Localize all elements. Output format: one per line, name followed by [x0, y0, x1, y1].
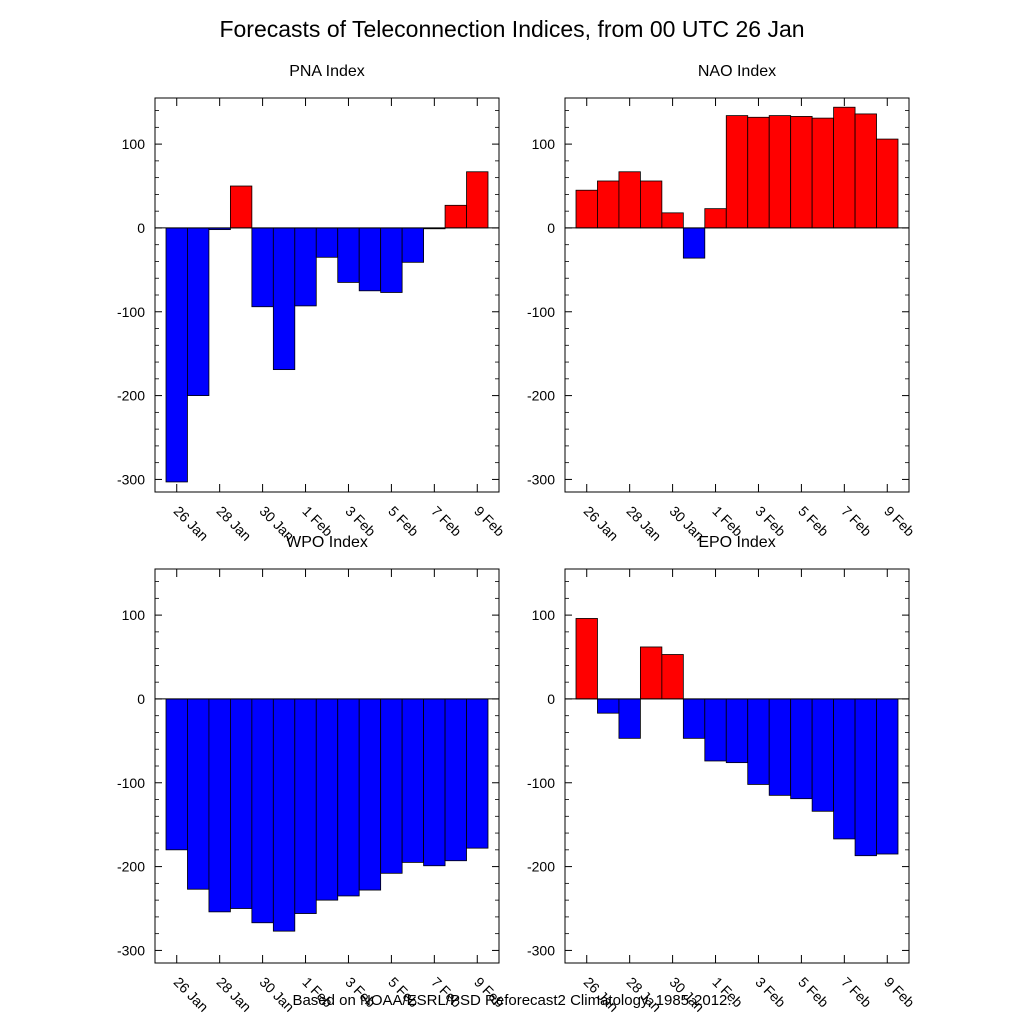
y-tick-label: -300 — [117, 942, 145, 958]
bar-5-feb — [380, 227, 403, 293]
bar-28-jan — [618, 698, 641, 739]
y-tick-label: 100 — [532, 607, 556, 623]
y-tick-label: 0 — [547, 691, 555, 707]
y-tick-label: -300 — [117, 471, 145, 487]
bar-7-feb — [833, 106, 856, 229]
bar-4-feb — [768, 115, 792, 229]
bar-1-feb — [704, 698, 727, 762]
bar-7-feb — [833, 698, 856, 840]
bar-4-feb — [358, 698, 382, 891]
bar-28-jan — [618, 171, 641, 229]
bar-1-feb — [294, 227, 317, 307]
bar-26-jan — [575, 189, 598, 229]
footnote: Based on NOAA/ESRL/PSD Reforecast2 Clima… — [292, 992, 732, 1009]
bar-2-feb — [725, 115, 749, 229]
bar-2-feb — [315, 698, 339, 901]
bar-1-feb — [704, 208, 727, 229]
y-tick-label: 0 — [137, 220, 145, 236]
bar-2-feb — [725, 698, 749, 764]
bar-6-feb — [811, 698, 834, 812]
bar-3-feb — [747, 698, 770, 785]
bar-31-jan — [272, 227, 296, 371]
bar-29-jan — [639, 180, 663, 229]
bar-9-feb — [466, 698, 489, 849]
bar-3-feb — [747, 116, 770, 229]
bar-26-jan — [575, 618, 598, 700]
bar-26-jan — [165, 698, 188, 851]
bar-9-feb — [466, 171, 489, 229]
y-tick-label: -300 — [527, 942, 555, 958]
bar-5-feb — [380, 698, 403, 874]
bar-29-jan — [229, 185, 253, 229]
bar-6-feb — [811, 117, 834, 229]
y-tick-label: -100 — [527, 304, 555, 320]
bar-31-jan — [682, 698, 706, 739]
bar-30-jan — [251, 227, 274, 308]
bar-31-jan — [682, 227, 706, 259]
y-tick-label: -100 — [527, 775, 555, 791]
y-tick-label: -200 — [117, 388, 145, 404]
bar-9-feb — [876, 138, 899, 229]
y-tick-label: 100 — [532, 136, 556, 152]
y-tick-label: -100 — [117, 775, 145, 791]
y-tick-label: 100 — [122, 136, 146, 152]
bar-1-feb — [294, 698, 317, 914]
bar-3-feb — [337, 698, 360, 897]
nao-index-title: NAO Index — [698, 63, 776, 80]
bar-8-feb — [444, 698, 467, 862]
y-tick-label: -300 — [527, 471, 555, 487]
bar-6-feb — [401, 227, 424, 263]
bar-27-jan — [597, 180, 620, 229]
bar-9-feb — [876, 698, 899, 855]
bar-4-feb — [768, 698, 792, 796]
bar-7-feb — [423, 698, 446, 867]
bar-30-jan — [661, 654, 684, 700]
bar-2-feb — [315, 227, 339, 258]
bar-6-feb — [401, 698, 424, 863]
figure-title: Forecasts of Teleconnection Indices, fro… — [219, 16, 805, 42]
y-tick-label: -200 — [527, 859, 555, 875]
bar-29-jan — [229, 698, 253, 909]
bar-30-jan — [251, 698, 274, 924]
wpo-index-title: WPO Index — [286, 534, 368, 551]
bar-8-feb — [444, 204, 467, 229]
bar-30-jan — [661, 212, 684, 229]
bar-27-jan — [597, 698, 620, 714]
bar-27-jan — [187, 698, 210, 890]
y-tick-label: -100 — [117, 304, 145, 320]
y-tick-label: 100 — [122, 607, 146, 623]
pna-index-title: PNA Index — [289, 63, 365, 80]
bar-27-jan — [187, 227, 210, 396]
y-tick-label: -200 — [527, 388, 555, 404]
bar-8-feb — [854, 113, 877, 229]
bar-5-feb — [790, 116, 813, 229]
bar-5-feb — [790, 698, 813, 800]
bar-28-jan — [208, 698, 231, 913]
bar-3-feb — [337, 227, 360, 283]
bar-26-jan — [165, 227, 188, 483]
bar-29-jan — [639, 646, 663, 700]
bar-4-feb — [358, 227, 382, 292]
bar-8-feb — [854, 698, 877, 857]
y-tick-label: 0 — [137, 691, 145, 707]
y-tick-label: -200 — [117, 859, 145, 875]
bar-31-jan — [272, 698, 296, 932]
epo-index-title: EPO Index — [698, 534, 775, 551]
y-tick-label: 0 — [547, 220, 555, 236]
